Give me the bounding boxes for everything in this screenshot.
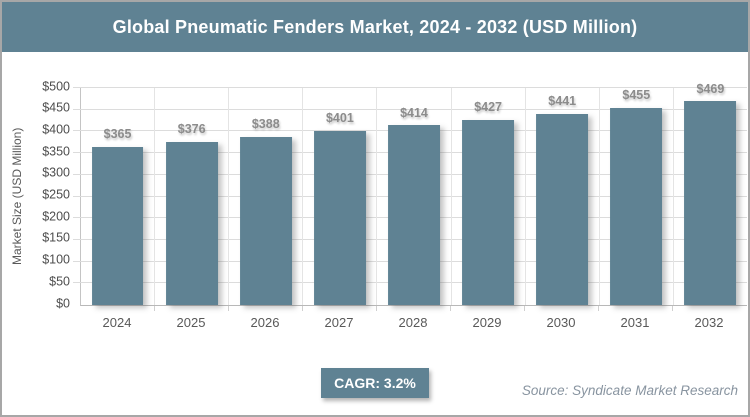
x-axis-tick	[153, 306, 155, 311]
y-axis-tick-label: $500	[42, 78, 70, 93]
bar-column: $427	[450, 88, 525, 305]
x-axis-tick	[524, 306, 525, 311]
y-axis-tick-label: $200	[42, 208, 70, 223]
source-text: Source: Syndicate Market Research	[521, 383, 738, 398]
bar-column: $441	[524, 88, 599, 305]
x-axis-tick	[227, 306, 229, 311]
bar-value-label: $427	[474, 100, 502, 115]
bar-column: $469	[672, 83, 747, 305]
bar-2029	[462, 119, 515, 305]
chart-title: Global Pneumatic Fenders Market, 2024 - …	[112, 16, 638, 37]
cagr-label: CAGR: 3.2%	[334, 375, 416, 391]
plot-area: $365 $376 $388 $401 $414 $427 $441 $455 $469	[73, 83, 747, 306]
bar-value-label: $455	[622, 88, 651, 103]
y-axis-tick-label: $50	[49, 274, 70, 289]
y-axis-tick-label: $100	[42, 252, 70, 267]
x-axis-label: 2030	[546, 315, 576, 330]
title-bar: Global Pneumatic Fenders Market, 2024 - …	[2, 2, 748, 52]
x-axis-label: 2026	[250, 315, 280, 330]
bar-2024	[91, 146, 144, 305]
x-axis-tick	[375, 306, 377, 311]
x-axis-tick	[450, 306, 451, 311]
bar-2027	[313, 130, 366, 305]
bar-2030	[536, 113, 589, 305]
x-axis-label: 2031	[620, 315, 650, 330]
bar-column: $455	[598, 88, 673, 305]
bar-value-label: $441	[548, 94, 577, 109]
y-axis-tick-label: $0	[56, 295, 70, 310]
x-axis-label: 2029	[472, 315, 502, 330]
y-axis-tick-label: $400	[42, 122, 70, 137]
bar-2031	[610, 107, 663, 305]
bar-value-label: $388	[251, 117, 280, 132]
x-axis-ticks	[80, 306, 746, 311]
bar-value-label: $469	[696, 81, 725, 96]
cagr-badge: CAGR: 3.2%	[321, 368, 429, 398]
y-axis-tick-label: $250	[42, 187, 70, 202]
x-axis-label: 2028	[398, 315, 428, 330]
x-axis-tick	[598, 306, 599, 311]
bar-value-label: $376	[177, 122, 206, 137]
y-axis-tick-label: $300	[42, 165, 70, 180]
y-axis-tick-label: $450	[42, 100, 70, 115]
bar-2026	[239, 136, 292, 305]
gridline	[73, 108, 747, 110]
x-axis-label: 2032	[694, 315, 724, 330]
x-axis-tick	[302, 306, 303, 311]
bar-value-label: $401	[325, 111, 354, 126]
x-axis-label: 2025	[176, 315, 206, 330]
bar-column: $414	[376, 88, 450, 305]
bar-2025	[165, 141, 218, 305]
gridline	[73, 87, 747, 88]
y-axis-tick-labels: $0 $50 $100 $150 $200 $250 $300 $350 $400 $450 $50…	[2, 80, 70, 309]
y-axis-tick-label: $150	[42, 230, 70, 245]
bar-column: $365	[81, 88, 154, 305]
x-axis-labels: 2024 2025 2026 2027 2028 2029 2030 2031 2032	[80, 315, 746, 330]
bar-value-label: $365	[103, 127, 132, 142]
y-axis-tick-label: $350	[42, 143, 70, 158]
x-axis-label: 2027	[324, 315, 354, 330]
bar-2028	[388, 125, 440, 305]
x-axis-label: 2024	[102, 315, 132, 330]
bar-column: $376	[154, 88, 228, 305]
x-axis-tick	[671, 306, 673, 311]
bar-column: $388	[228, 88, 302, 305]
bar-2032	[684, 101, 737, 305]
bar-value-label: $414	[400, 105, 428, 120]
bar-column: $401	[302, 88, 376, 305]
